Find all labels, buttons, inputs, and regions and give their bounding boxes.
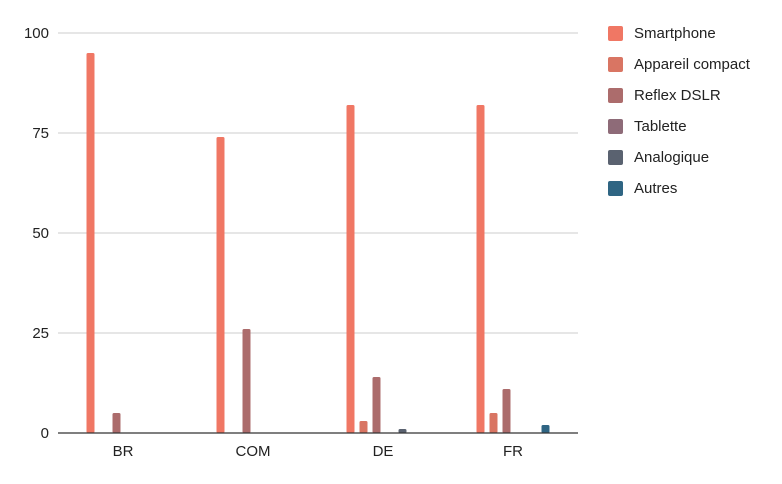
legend-label: Tablette (634, 118, 687, 135)
x-axis-category-labels: BR COM DE FR (113, 443, 524, 460)
legend-label: Smartphone (634, 25, 716, 42)
x-category-label: BR (113, 443, 134, 460)
bar-fr-series-2 (502, 389, 511, 433)
bar-de-series-1 (359, 421, 368, 433)
legend-label: Autres (634, 180, 677, 197)
legend-swatch (608, 26, 623, 41)
legend-swatch (608, 57, 623, 72)
x-category-label: COM (236, 443, 271, 460)
bar-fr-series-1 (489, 413, 498, 433)
gridlines (58, 32, 578, 334)
legend-swatch (608, 119, 623, 134)
bar-com-series-2 (242, 329, 251, 433)
x-category-label: DE (373, 443, 394, 460)
bars (86, 53, 550, 433)
bar-fr-series-5 (541, 425, 550, 433)
bar-fr-series-0 (476, 105, 485, 433)
legend: Smartphone Appareil compact Reflex DSLR Tab… (608, 25, 751, 197)
bar-de-series-2 (372, 377, 381, 433)
y-tick-label: 25 (32, 325, 49, 342)
legend-swatch (608, 181, 623, 196)
bar-de-series-4 (398, 429, 407, 433)
y-axis-tick-labels: 0 25 50 75 100 (24, 25, 49, 442)
bar-br-series-0 (86, 53, 95, 433)
bar-br-series-2 (112, 413, 121, 433)
x-category-label: FR (503, 443, 523, 460)
legend-label: Appareil compact (634, 56, 751, 73)
y-tick-label: 75 (32, 125, 49, 142)
y-tick-label: 100 (24, 25, 49, 42)
bar-de-series-0 (346, 105, 355, 433)
y-tick-label: 50 (32, 225, 49, 242)
legend-swatch (608, 88, 623, 103)
legend-swatch (608, 150, 623, 165)
legend-label: Reflex DSLR (634, 87, 721, 104)
y-tick-label: 0 (41, 425, 49, 442)
legend-label: Analogique (634, 149, 709, 166)
bar-com-series-0 (216, 137, 225, 433)
